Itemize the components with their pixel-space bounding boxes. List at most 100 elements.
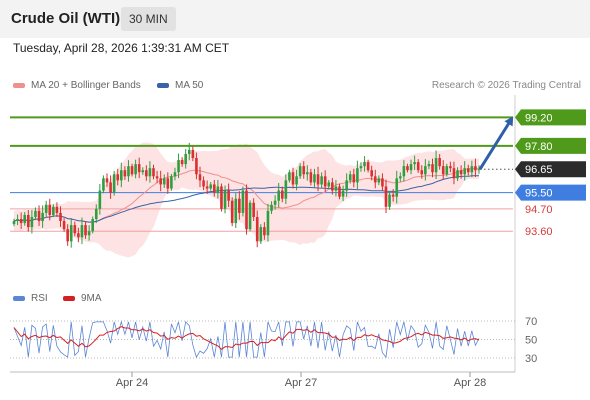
candle <box>474 158 477 177</box>
candle-body <box>284 180 288 199</box>
level-label-97.80: 97.80 <box>525 141 553 153</box>
candle-body <box>123 170 127 177</box>
candle <box>409 159 413 175</box>
candle-body <box>280 190 284 199</box>
candle-body <box>359 166 363 169</box>
candle <box>263 222 266 240</box>
rsi-ma-swatch-icon <box>63 295 75 301</box>
candle-body <box>291 172 295 185</box>
candle <box>241 186 245 217</box>
candle-body <box>466 168 470 173</box>
candle <box>130 163 134 177</box>
candle <box>223 185 227 214</box>
ma50-swatch-icon <box>157 82 169 88</box>
candle-body <box>456 170 459 179</box>
candle-body <box>345 180 348 191</box>
candle-body <box>205 186 209 189</box>
candle-body <box>127 166 130 177</box>
candle-body <box>177 160 180 173</box>
candle-body <box>313 174 316 183</box>
candle-body <box>381 178 384 187</box>
level-tag-96.65 <box>515 161 586 178</box>
candle <box>334 179 338 197</box>
candle-body <box>316 174 320 185</box>
candle-body <box>148 168 152 177</box>
candle <box>438 154 441 170</box>
level-label-95.50: 95.50 <box>525 188 553 200</box>
rsi-ma-line <box>13 326 480 351</box>
candle <box>59 206 62 227</box>
candle <box>145 165 148 181</box>
candle <box>141 167 145 175</box>
candle-body <box>320 176 323 185</box>
candle <box>98 184 102 215</box>
x-tick-label: Apr 27 <box>285 377 317 389</box>
candle <box>288 169 291 183</box>
candle <box>177 153 180 179</box>
candle <box>399 172 402 182</box>
candle <box>91 216 94 234</box>
candle <box>441 160 445 180</box>
candle <box>434 150 438 180</box>
candle-body <box>77 233 80 238</box>
candle <box>402 160 406 182</box>
candle-body <box>341 190 345 197</box>
candle <box>152 164 155 180</box>
candle <box>248 200 252 232</box>
candle <box>391 189 395 202</box>
candle-body <box>23 214 27 224</box>
candle-body <box>12 221 16 225</box>
timeframe-button[interactable]: 30 MIN <box>121 7 176 31</box>
candle <box>73 221 77 237</box>
candle <box>205 180 209 194</box>
candle <box>216 179 220 199</box>
candle <box>41 205 44 228</box>
candle <box>127 160 130 182</box>
candle-body <box>445 166 449 175</box>
candle-body <box>384 186 388 207</box>
candle <box>66 224 69 246</box>
candle <box>162 174 166 189</box>
candle <box>284 174 288 205</box>
candle-body <box>48 204 52 215</box>
rsi-tick-30: 30 <box>525 353 537 365</box>
candle <box>273 195 277 210</box>
candle <box>338 183 341 200</box>
candle-body <box>230 200 234 224</box>
candle <box>323 170 327 192</box>
candle <box>352 168 356 188</box>
candle <box>170 173 173 191</box>
candle <box>134 159 137 179</box>
candle-body <box>16 219 19 222</box>
candle <box>327 179 331 189</box>
candle <box>309 168 313 186</box>
level-label-93.60: 93.60 <box>525 226 553 238</box>
legend-ma20-label: MA 20 + Bollinger Bands <box>31 80 141 91</box>
candle-body <box>331 182 334 191</box>
candle-body <box>245 190 248 230</box>
rsi-swatch-icon <box>13 295 25 301</box>
candle-body <box>356 168 359 183</box>
candle-body <box>41 212 44 222</box>
candle-body <box>288 172 291 181</box>
candle-body <box>234 198 238 224</box>
candle-body <box>52 206 55 215</box>
candle <box>105 173 109 187</box>
candle <box>80 217 84 245</box>
candle <box>295 169 298 191</box>
legend-9ma-label: 9MA <box>81 293 102 304</box>
candle-body <box>263 227 266 236</box>
rsi-line <box>13 320 480 359</box>
candle <box>234 193 238 229</box>
candle-body <box>248 202 252 230</box>
candle <box>416 159 420 173</box>
candle <box>277 183 280 208</box>
candle <box>377 175 381 186</box>
candle <box>19 212 23 229</box>
candle-body <box>130 166 134 175</box>
candle-body <box>187 149 191 154</box>
candle <box>148 161 152 183</box>
legend-rsi-label: RSI <box>31 293 48 304</box>
candle-body <box>213 184 216 193</box>
